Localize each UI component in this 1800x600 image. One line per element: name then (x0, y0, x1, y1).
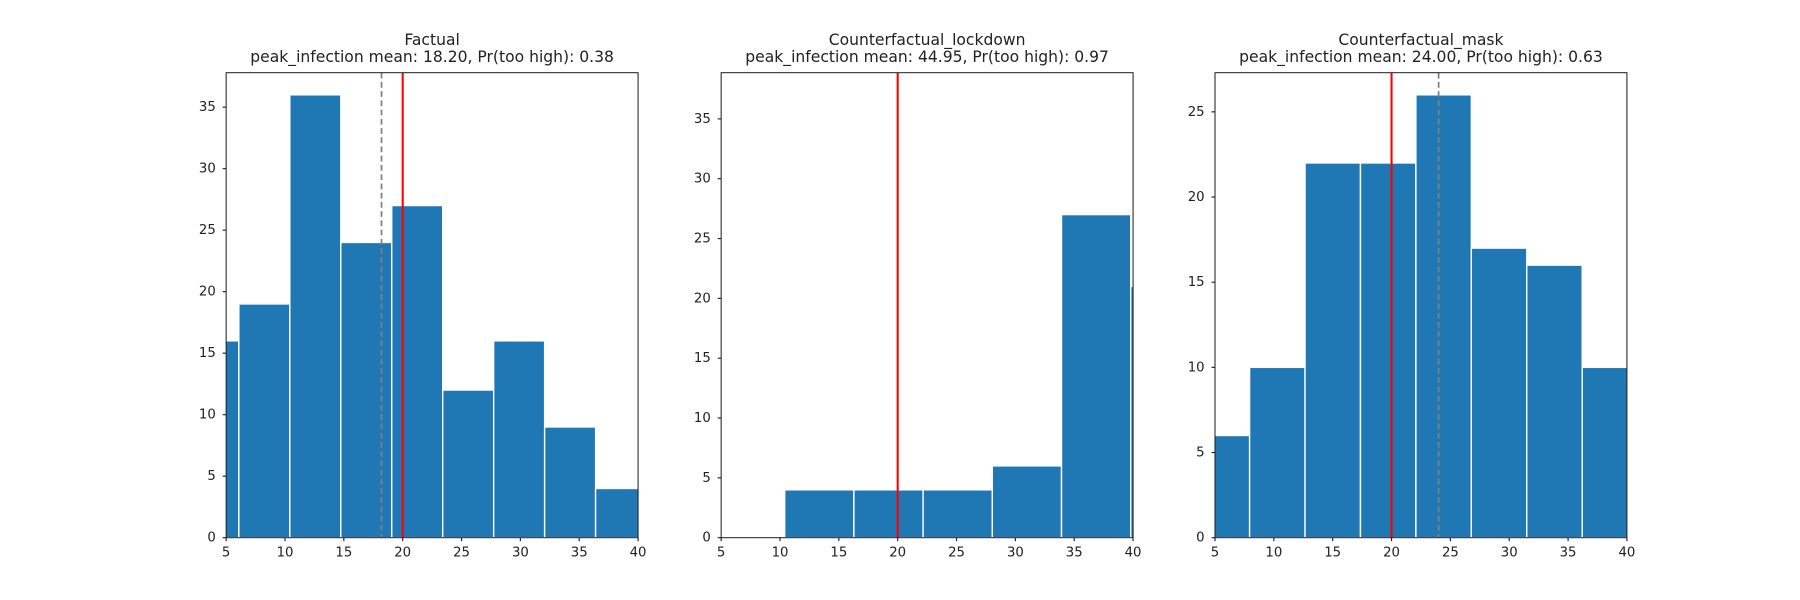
y-tick-label: 15 (694, 351, 711, 366)
y-tick-label: 10 (1188, 360, 1205, 375)
y-tick-label: 25 (1188, 105, 1205, 120)
x-tick-label: 5 (717, 546, 725, 561)
y-tick-label: 0 (1196, 531, 1204, 546)
bar (289, 94, 342, 538)
x-tick-label: 30 (1501, 546, 1518, 561)
x-tick-label: 25 (1442, 546, 1459, 561)
x-tick-label: 5 (222, 546, 230, 561)
y-tick-label: 15 (199, 346, 216, 361)
bar (1130, 285, 1134, 538)
y-tick-label: 25 (694, 232, 711, 247)
plot-area (1215, 72, 1627, 538)
y-tick-label: 5 (702, 471, 710, 486)
x-tick-label: 40 (1618, 546, 1635, 561)
x-tick-label: 25 (948, 546, 965, 561)
bar (1215, 434, 1251, 538)
x-tick-label: 35 (1066, 546, 1083, 561)
y-tick-label: 10 (199, 408, 216, 423)
x-tick-label: 30 (512, 546, 529, 561)
axes-frame (225, 72, 639, 539)
x-tick-label: 20 (394, 546, 411, 561)
chart-title: Counterfactual_lockdown (829, 31, 1026, 50)
bar (1060, 213, 1132, 538)
y-tick-label: 5 (1196, 446, 1204, 461)
plot-area (784, 72, 1134, 538)
y-tick-label: 5 (207, 469, 215, 484)
bar (238, 303, 291, 538)
y-tick-label: 20 (1188, 190, 1205, 205)
bar (391, 204, 444, 538)
bar (442, 389, 495, 538)
x-tick-label: 15 (1324, 546, 1341, 561)
x-tick-label: 5 (1211, 546, 1219, 561)
bar (1470, 247, 1528, 538)
y-tick-label: 20 (694, 291, 711, 306)
bar (594, 487, 639, 538)
bar (340, 241, 393, 538)
x-tick-label: 35 (1560, 546, 1577, 561)
bar (1526, 264, 1583, 538)
x-tick-label: 30 (1007, 546, 1024, 561)
x-tick-label: 15 (830, 546, 847, 561)
bar (922, 489, 994, 538)
x-tick-label: 20 (1383, 546, 1400, 561)
y-tick-label: 0 (702, 531, 710, 546)
bar (1415, 94, 1473, 538)
bar (991, 465, 1063, 538)
bar (853, 489, 924, 538)
y-tick-label: 30 (694, 172, 711, 187)
bar (543, 426, 597, 538)
axes-frame (720, 72, 1134, 539)
chart-subtitle: peak_infection mean: 18.20, Pr(too high)… (250, 48, 614, 67)
y-tick-label: 15 (1188, 275, 1205, 290)
plot-area (226, 72, 639, 538)
x-tick-label: 10 (1265, 546, 1282, 561)
bar (1581, 366, 1627, 538)
x-tick-label: 10 (772, 546, 789, 561)
y-tick-label: 20 (199, 285, 216, 300)
bar (492, 340, 546, 538)
chart-title: Counterfactual_mask (1338, 31, 1503, 50)
y-tick-label: 0 (207, 531, 215, 546)
bar (1304, 162, 1362, 538)
x-tick-label: 40 (630, 546, 647, 561)
y-tick-label: 10 (694, 411, 711, 426)
x-tick-label: 35 (571, 546, 588, 561)
x-tick-label: 40 (1125, 546, 1142, 561)
bar (1359, 162, 1417, 538)
x-tick-label: 10 (277, 546, 294, 561)
bar (1248, 366, 1306, 538)
y-tick-label: 35 (694, 112, 711, 127)
chart-title: Factual (404, 31, 459, 49)
chart-subtitle: peak_infection mean: 44.95, Pr(too high)… (745, 48, 1109, 67)
y-tick-label: 25 (199, 223, 216, 238)
bar (784, 489, 855, 538)
chart-subtitle: peak_infection mean: 24.00, Pr(too high)… (1239, 48, 1603, 67)
x-tick-label: 20 (889, 546, 906, 561)
bar (226, 340, 240, 538)
y-tick-label: 35 (199, 100, 216, 115)
y-tick-label: 30 (199, 162, 216, 177)
x-tick-label: 15 (335, 546, 352, 561)
x-tick-label: 25 (453, 546, 470, 561)
axes-frame (1214, 72, 1628, 539)
